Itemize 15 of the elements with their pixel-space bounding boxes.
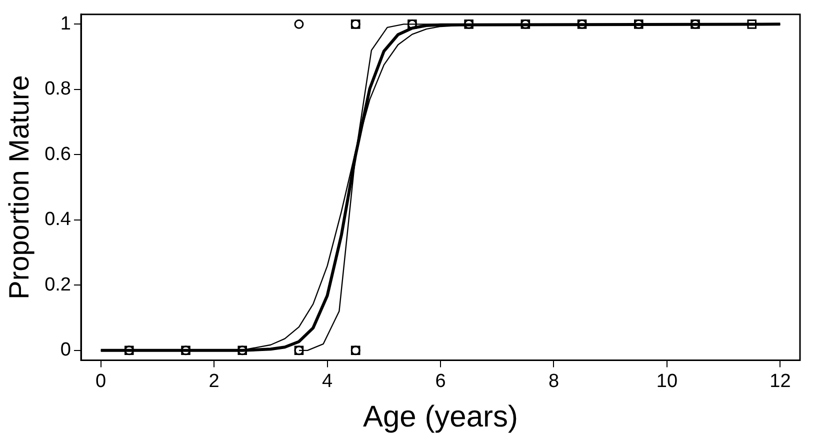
y-tick-label: 0.4	[44, 209, 72, 230]
x-tick-label: 10	[656, 370, 678, 392]
x-tick-label: 8	[548, 370, 560, 392]
x-tick-label: 6	[435, 370, 446, 392]
x-tick-label: 4	[322, 370, 333, 392]
y-tick-label: 0.6	[44, 144, 72, 165]
y-axis-title: Proportion Mature	[4, 75, 35, 300]
x-tick-label: 2	[208, 370, 220, 392]
x-tick-label: 0	[96, 370, 106, 392]
x-axis-title: Age (years)	[362, 400, 518, 434]
y-tick-label: 0.2	[44, 274, 72, 296]
y-tick-label: 1	[60, 13, 72, 34]
y-tick-label: 0.8	[44, 78, 72, 100]
x-tick-label: 12	[770, 370, 791, 392]
y-tick-label: 0	[60, 340, 72, 361]
